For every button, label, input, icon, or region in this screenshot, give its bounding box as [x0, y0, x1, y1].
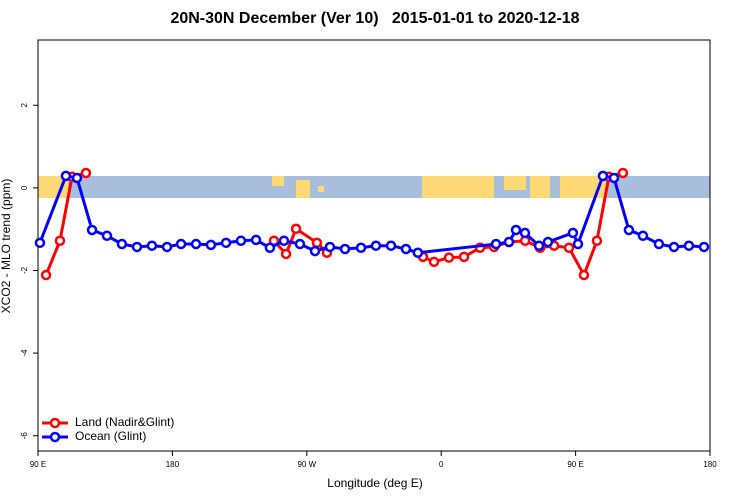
point	[578, 269, 590, 281]
point	[264, 242, 276, 254]
point	[60, 170, 72, 182]
point	[80, 167, 92, 179]
world-map-band	[38, 176, 710, 198]
map-land	[530, 176, 550, 198]
point	[443, 252, 455, 263]
point	[597, 170, 609, 182]
map-land	[422, 176, 494, 198]
point	[34, 237, 46, 249]
legend-label: Land (Nadir&Glint)	[75, 415, 174, 429]
y-axis-label: XCO2 - MLO trend (ppm)	[0, 179, 13, 314]
point	[637, 230, 649, 242]
point	[683, 240, 695, 251]
point	[698, 241, 710, 253]
map-land	[296, 180, 310, 198]
y-tick-label: 0	[20, 185, 29, 190]
point	[567, 227, 579, 239]
point	[101, 230, 113, 242]
point	[370, 240, 382, 251]
legend-label: Ocean (Glint)	[75, 429, 146, 443]
point	[519, 227, 531, 239]
point	[668, 241, 680, 253]
point	[220, 237, 232, 249]
point	[608, 172, 620, 184]
x-tick-label: 180	[703, 460, 717, 469]
point	[205, 239, 217, 251]
point	[400, 243, 412, 255]
point	[653, 238, 665, 250]
chart-title: 20N-30N December (Ver 10) 2015-01-01 to …	[170, 10, 579, 27]
y-tick-label: -2	[20, 266, 29, 274]
point	[311, 237, 323, 249]
point	[116, 238, 128, 250]
point	[294, 238, 306, 250]
point	[131, 241, 143, 253]
point	[324, 241, 336, 253]
y-tick-label: -4	[20, 349, 29, 357]
x-tick-label: 180	[166, 460, 180, 469]
point	[235, 235, 247, 246]
point	[146, 240, 158, 251]
point	[385, 240, 397, 251]
point	[428, 256, 440, 268]
point	[250, 234, 262, 246]
point	[503, 236, 515, 248]
point	[278, 235, 290, 246]
point	[563, 242, 575, 254]
y-tick-label: -6	[20, 432, 29, 440]
point	[280, 248, 292, 260]
x-tick-label: 90 W	[297, 460, 316, 469]
point	[86, 224, 98, 236]
map-land	[504, 176, 526, 190]
point	[161, 241, 173, 253]
point	[617, 167, 629, 179]
legend-marker	[49, 417, 61, 429]
y-tick-label: 2	[20, 102, 29, 107]
point	[542, 236, 554, 248]
point	[412, 247, 424, 258]
point	[591, 235, 603, 246]
point	[339, 243, 351, 255]
point	[190, 238, 202, 250]
point	[71, 172, 83, 184]
x-axis-label: Longitude (deg E)	[327, 476, 422, 490]
point	[572, 238, 584, 250]
map-land	[560, 176, 606, 198]
map-land	[318, 186, 324, 192]
point	[510, 224, 522, 236]
x-tick-label: 90 E	[567, 460, 583, 469]
point	[458, 251, 470, 263]
point	[533, 240, 545, 251]
legend-marker	[49, 431, 61, 443]
point	[290, 223, 302, 235]
point	[355, 242, 367, 254]
point	[623, 224, 635, 236]
map-land	[272, 176, 284, 186]
x-tick-label: 0	[439, 460, 444, 469]
x-tick-label: 90 E	[30, 460, 46, 469]
point	[309, 245, 321, 257]
point	[175, 238, 187, 250]
point	[40, 269, 52, 281]
point	[54, 235, 66, 246]
point	[490, 238, 502, 250]
